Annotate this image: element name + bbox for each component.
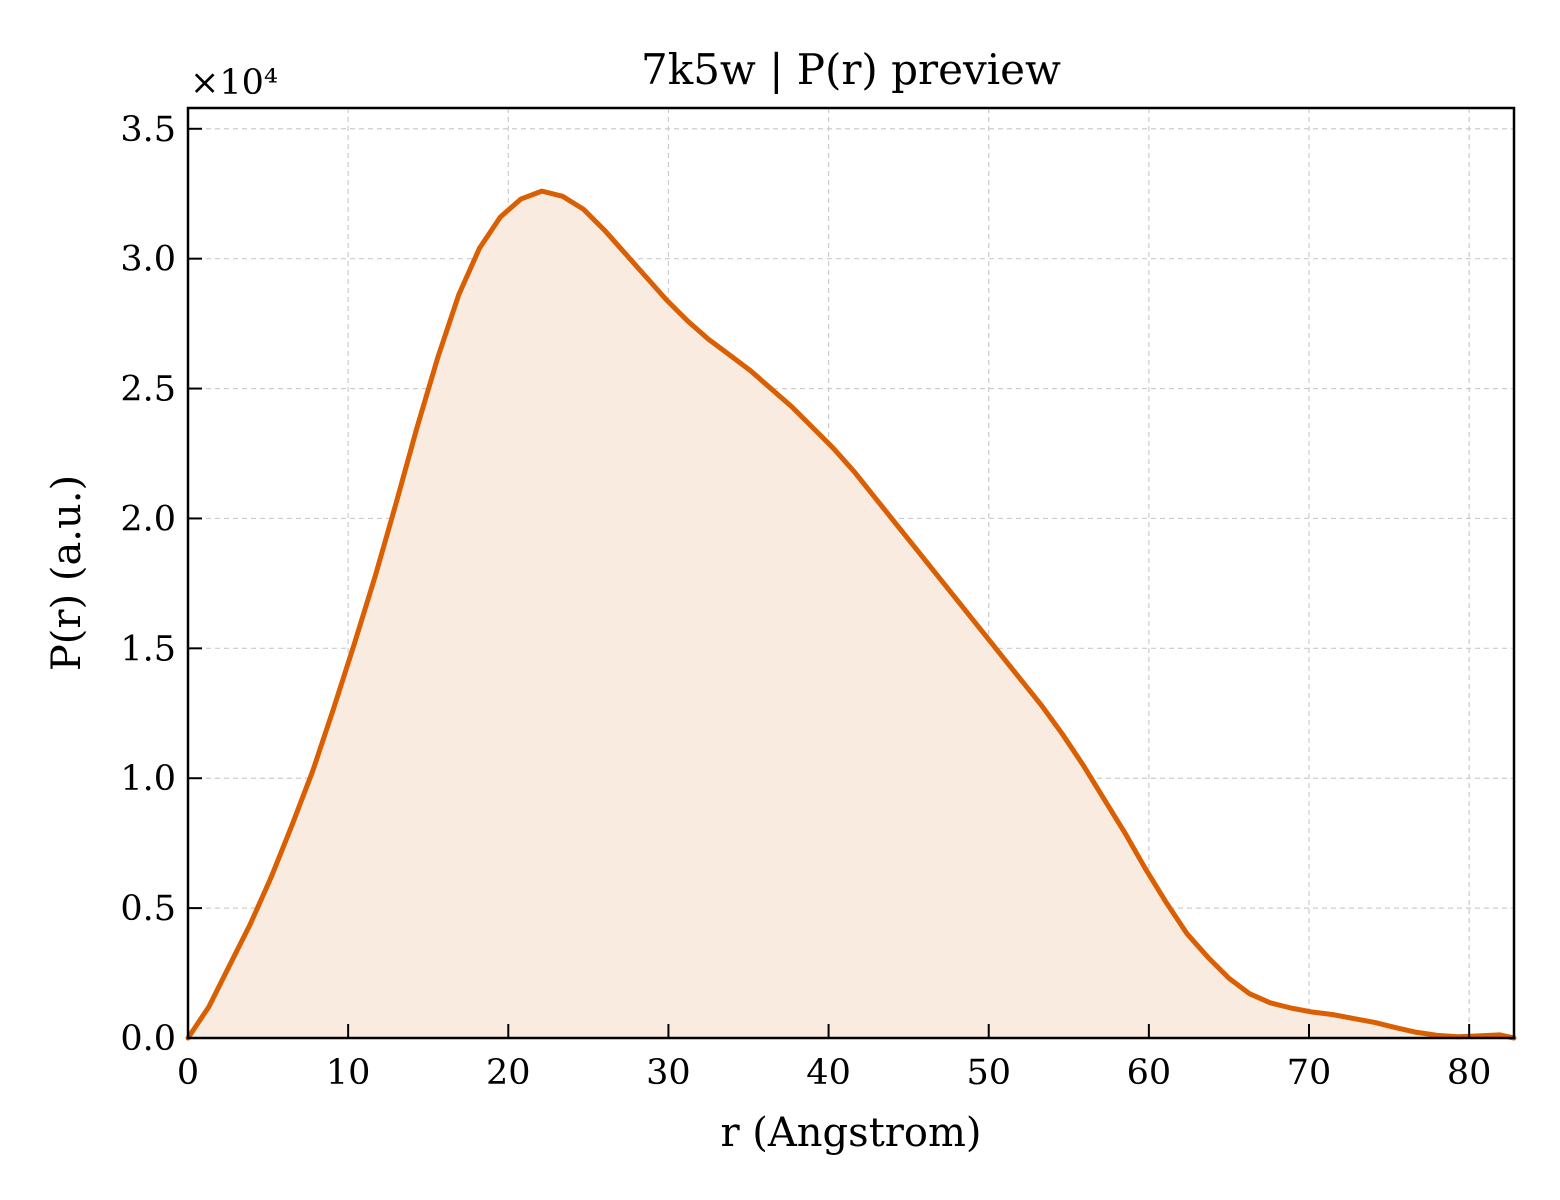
tick-labels: 0 10 20 30 40 50 60 70 80 0.0 0.5 1.0 1.5 2.0 2.5 3.0 3.… — [120, 110, 1491, 1093]
y-tick-label: 2.0 — [120, 499, 176, 539]
plot-frame — [186, 106, 1516, 1040]
y-tick-label: 3.0 — [120, 240, 176, 280]
x-tick-label: 80 — [1447, 1053, 1492, 1093]
x-tick-label: 20 — [486, 1053, 531, 1093]
y-tick-label: 1.5 — [120, 629, 176, 669]
x-tick-label: 60 — [1127, 1053, 1172, 1093]
x-tick-label: 70 — [1287, 1053, 1332, 1093]
series-line — [185, 188, 1517, 1041]
y-tick-label: 1.0 — [120, 759, 176, 799]
chart-title: 7k5w | P(r) preview — [641, 45, 1061, 94]
ticks — [187, 127, 1471, 1039]
series-layer — [185, 188, 1517, 1041]
y-axis-label: P(r) (a.u.) — [44, 475, 90, 671]
y-tick-label: 3.5 — [120, 110, 176, 150]
y-tick-label: 0.5 — [120, 889, 176, 929]
y-tick-label: 2.5 — [120, 370, 176, 410]
y-offset-label: ×10⁴ — [190, 63, 278, 103]
x-tick-label: 10 — [326, 1053, 371, 1093]
x-tick-label: 0 — [177, 1053, 199, 1093]
x-tick-label: 40 — [806, 1053, 851, 1093]
x-tick-label: 50 — [966, 1053, 1011, 1093]
y-tick-label: 0.0 — [120, 1019, 176, 1059]
x-tick-label: 30 — [646, 1053, 691, 1093]
series-area-fill — [188, 191, 1514, 1038]
x-axis-label: r (Angstrom) — [720, 1110, 981, 1156]
